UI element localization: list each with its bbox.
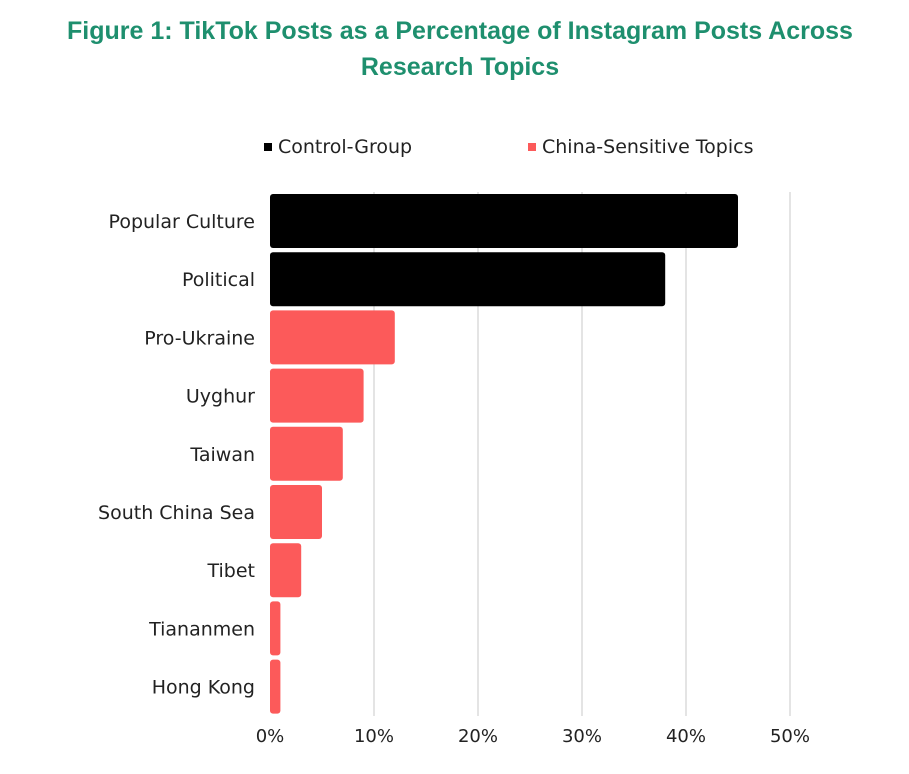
category-label-taiwan: Taiwan xyxy=(189,444,255,466)
x-tick-label: 10% xyxy=(354,726,394,747)
bar-political xyxy=(270,252,666,307)
bar-uyghur xyxy=(270,368,364,423)
legend-swatch-control-group xyxy=(264,143,272,151)
bar-pro-ukraine xyxy=(270,310,395,365)
legend-item-china-sensitive: China-Sensitive Topics xyxy=(528,136,754,158)
category-label-tiananmen: Tiananmen xyxy=(148,618,255,640)
x-tick-label: 30% xyxy=(562,726,602,747)
category-label-political: Political xyxy=(182,269,255,291)
legend-swatch-china-sensitive xyxy=(528,143,536,151)
legend-item-control-group: Control-Group xyxy=(264,136,412,158)
bars xyxy=(270,194,738,714)
x-axis-tick-labels: 0% 10% 20% 30% 40% 50% xyxy=(256,726,810,747)
category-label-uyghur: Uyghur xyxy=(186,386,255,408)
x-tick-label: 50% xyxy=(770,726,810,747)
bar-popular-culture xyxy=(270,194,738,248)
bar-taiwan xyxy=(270,426,343,481)
legend-label-china-sensitive: China-Sensitive Topics xyxy=(542,136,754,158)
legend-label-control-group: Control-Group xyxy=(278,136,413,158)
x-tick-label: 40% xyxy=(666,726,706,747)
bar-tiananmen xyxy=(270,601,281,656)
category-label-hong-kong: Hong Kong xyxy=(152,677,255,699)
bar-south-china-sea xyxy=(270,485,322,539)
category-label-popular-culture: Popular Culture xyxy=(109,211,255,233)
x-tick-label: 0% xyxy=(256,726,285,747)
category-labels: Popular Culture Political Pro-Ukraine Uyghu… xyxy=(98,211,255,699)
figure-title-line-2: Research Topics xyxy=(360,53,560,81)
bar-tibet xyxy=(270,543,302,598)
category-label-tibet: Tibet xyxy=(207,560,256,582)
x-tick-label: 20% xyxy=(458,726,498,747)
category-label-south-china-sea: South China Sea xyxy=(98,502,255,524)
bar-hong-kong xyxy=(270,659,281,714)
category-label-pro-ukraine: Pro-Ukraine xyxy=(144,327,255,349)
figure-title-line-1: Figure 1: TikTok Posts as a Percentage o… xyxy=(67,17,853,45)
